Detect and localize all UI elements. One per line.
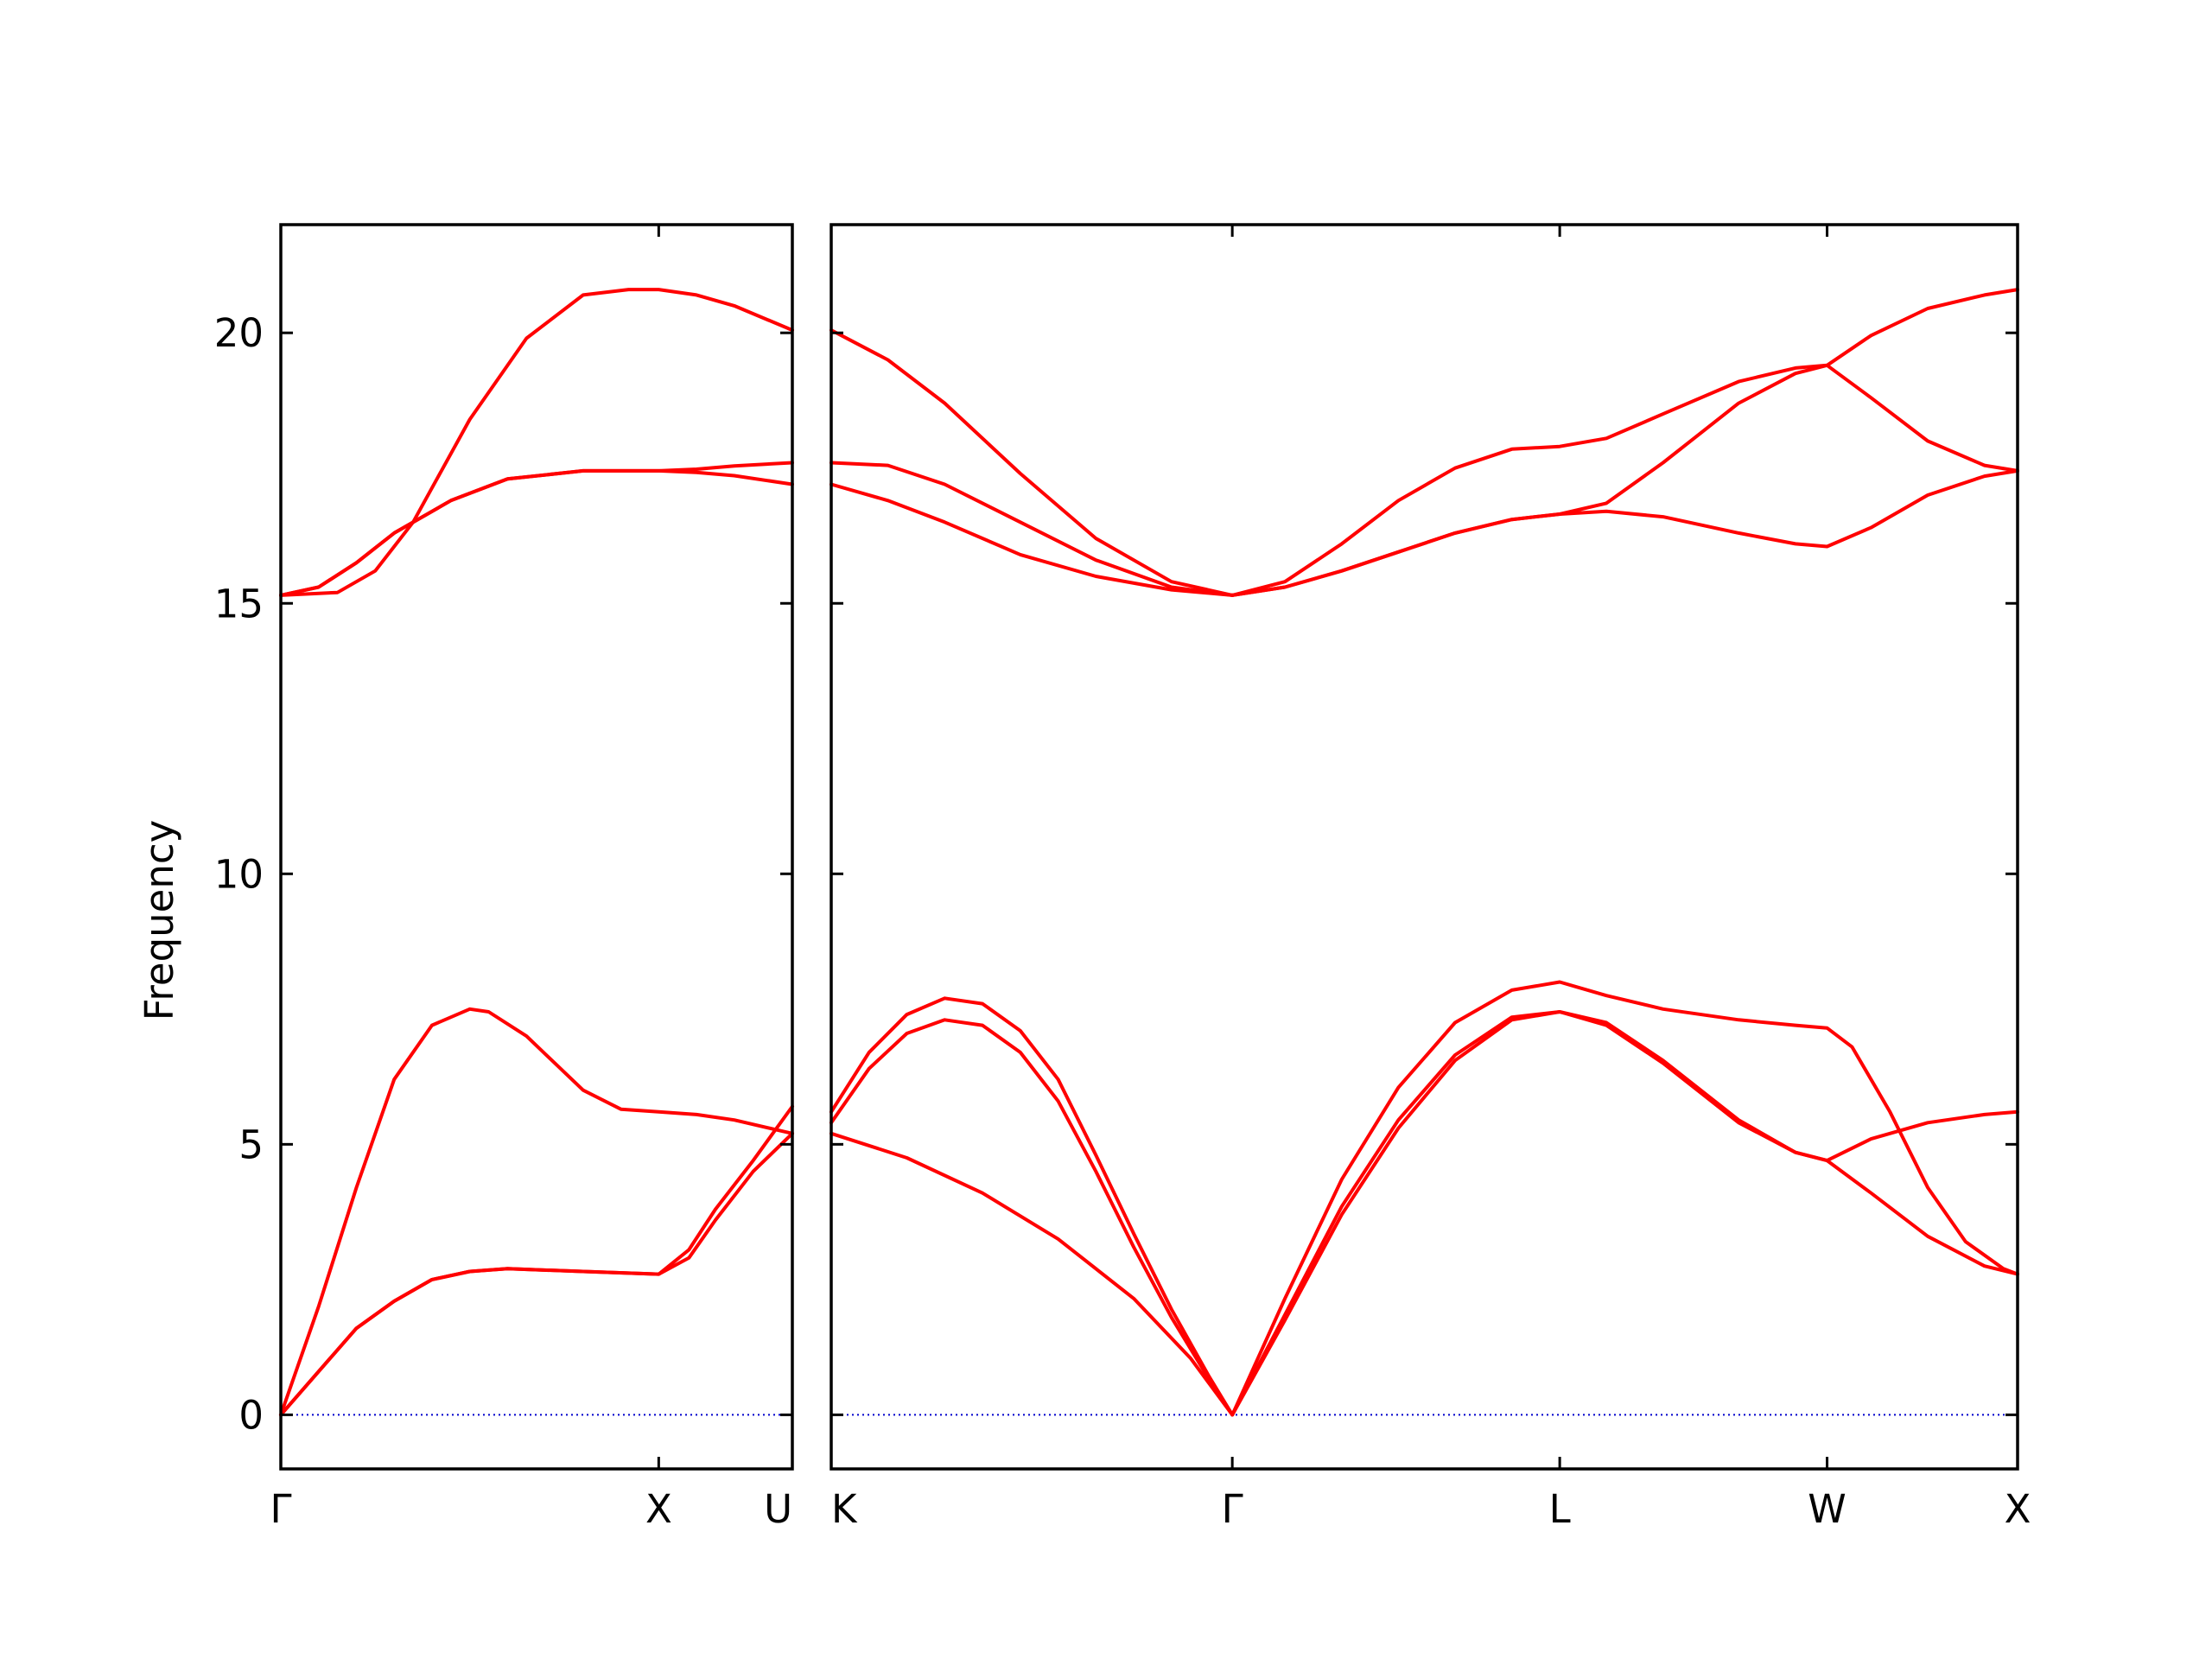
y-tick-label: 0: [238, 1392, 264, 1438]
x-tick-label: X: [2005, 1486, 2031, 1532]
y-tick-label: 20: [214, 310, 264, 356]
y-tick-label: 15: [214, 581, 264, 626]
band-line-4: [830, 468, 2019, 597]
x-tick-label: U: [764, 1486, 792, 1532]
panel-1: 0 5 10 15 20 Γ X U: [214, 223, 794, 1532]
band-line-5: [279, 468, 794, 597]
y-tick-label: 10: [214, 851, 264, 897]
x-tick-label: K: [831, 1486, 858, 1532]
x-tick-label: X: [645, 1486, 672, 1532]
plot-panels: 0 5 10 15 20 Γ X U K Γ L W X: [214, 223, 2031, 1532]
x-tick-label: W: [1808, 1486, 1847, 1532]
band-line-3: [279, 1104, 794, 1417]
x-tick-label: Γ: [1222, 1486, 1243, 1532]
x-tick-label: L: [1549, 1486, 1571, 1532]
panel-frame: [279, 223, 794, 1471]
band-line-2: [279, 1131, 794, 1417]
band-line-2: [830, 1010, 2019, 1417]
band-line-6: [830, 288, 2019, 597]
y-tick-label: 5: [238, 1122, 264, 1167]
band-line-5: [830, 363, 2019, 597]
panel-frame: [830, 223, 2019, 1471]
band-line-4: [279, 461, 794, 597]
band-line-1: [830, 1010, 2019, 1417]
y-axis-label: Frequency: [137, 820, 182, 1020]
x-tick-label: Γ: [270, 1486, 291, 1532]
band-line-1: [279, 1007, 794, 1417]
band-line-6: [279, 288, 794, 597]
band-line-3: [830, 980, 2019, 1417]
